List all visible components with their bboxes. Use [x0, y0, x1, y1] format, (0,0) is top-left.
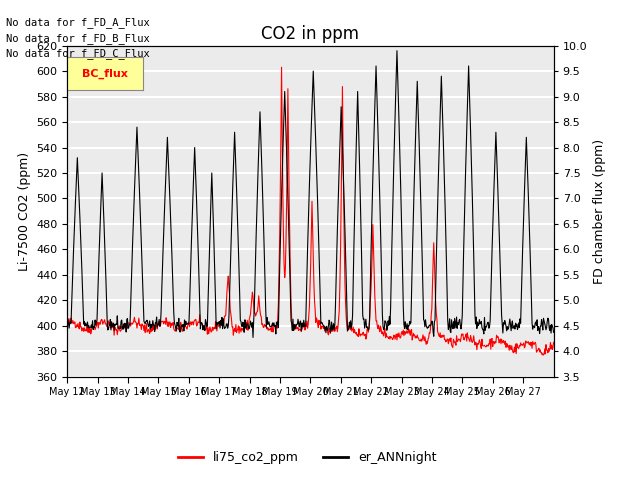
Legend: li75_co2_ppm, er_ANNnight: li75_co2_ppm, er_ANNnight — [173, 446, 442, 469]
Y-axis label: Li-7500 CO2 (ppm): Li-7500 CO2 (ppm) — [18, 152, 31, 271]
Title: CO2 in ppm: CO2 in ppm — [261, 24, 360, 43]
Text: No data for f_FD_C_Flux: No data for f_FD_C_Flux — [6, 48, 150, 60]
Text: No data for f_FD_A_Flux: No data for f_FD_A_Flux — [6, 17, 150, 28]
Y-axis label: FD chamber flux (ppm): FD chamber flux (ppm) — [593, 139, 606, 284]
Text: No data for f_FD_B_Flux: No data for f_FD_B_Flux — [6, 33, 150, 44]
